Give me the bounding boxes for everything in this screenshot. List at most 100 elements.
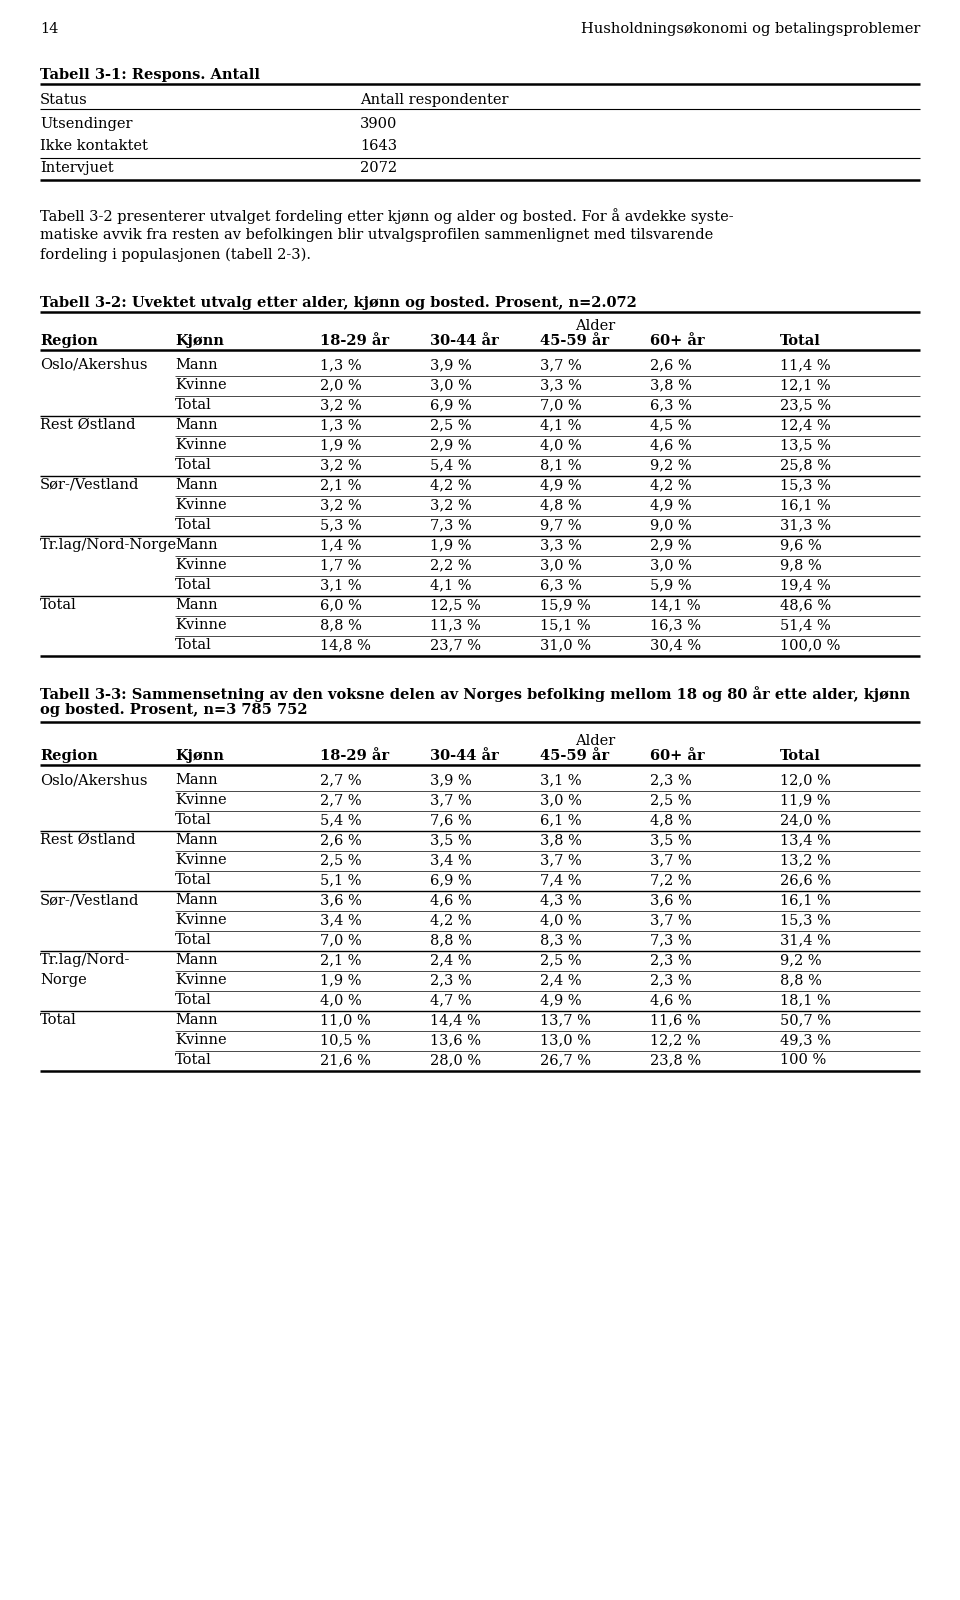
Text: Mann: Mann — [175, 598, 218, 611]
Text: Mann: Mann — [175, 358, 218, 371]
Text: 4,0 %: 4,0 % — [540, 438, 582, 451]
Text: Kvinne: Kvinne — [175, 498, 227, 512]
Text: 12,1 %: 12,1 % — [780, 378, 830, 392]
Text: 2,3 %: 2,3 % — [650, 973, 692, 987]
Text: 1,9 %: 1,9 % — [430, 538, 471, 552]
Text: Total: Total — [175, 813, 212, 827]
Text: 2072: 2072 — [360, 162, 397, 174]
Text: 18,1 %: 18,1 % — [780, 994, 830, 1006]
Text: 100,0 %: 100,0 % — [780, 638, 840, 653]
Text: 3,7 %: 3,7 % — [540, 853, 582, 867]
Text: 4,6 %: 4,6 % — [430, 893, 471, 907]
Text: 51,4 %: 51,4 % — [780, 618, 830, 632]
Text: Kvinne: Kvinne — [175, 558, 227, 573]
Text: Rest Østland: Rest Østland — [40, 834, 135, 846]
Text: 4,2 %: 4,2 % — [430, 478, 471, 493]
Text: 23,8 %: 23,8 % — [650, 1053, 701, 1067]
Text: 6,9 %: 6,9 % — [430, 398, 471, 411]
Text: 3,1 %: 3,1 % — [320, 578, 362, 592]
Text: 4,6 %: 4,6 % — [650, 994, 692, 1006]
Text: 4,1 %: 4,1 % — [430, 578, 471, 592]
Text: 49,3 %: 49,3 % — [780, 1034, 831, 1046]
Text: 18-29 år: 18-29 år — [320, 749, 389, 763]
Text: Status: Status — [40, 93, 87, 107]
Text: Region: Region — [40, 749, 98, 763]
Text: 24,0 %: 24,0 % — [780, 813, 831, 827]
Text: 3,2 %: 3,2 % — [430, 498, 471, 512]
Text: 3,6 %: 3,6 % — [320, 893, 362, 907]
Text: 3,2 %: 3,2 % — [320, 398, 362, 411]
Text: 23,7 %: 23,7 % — [430, 638, 481, 653]
Text: 2,3 %: 2,3 % — [650, 954, 692, 966]
Text: 13,7 %: 13,7 % — [540, 1013, 590, 1027]
Text: 15,3 %: 15,3 % — [780, 478, 830, 493]
Text: 4,9 %: 4,9 % — [650, 498, 691, 512]
Text: 16,3 %: 16,3 % — [650, 618, 701, 632]
Text: 2,7 %: 2,7 % — [320, 794, 362, 806]
Text: 50,7 %: 50,7 % — [780, 1013, 831, 1027]
Text: 6,9 %: 6,9 % — [430, 874, 471, 886]
Text: 1,3 %: 1,3 % — [320, 418, 362, 432]
Text: 3,5 %: 3,5 % — [650, 834, 692, 846]
Text: Alder: Alder — [575, 734, 615, 749]
Text: 1,7 %: 1,7 % — [320, 558, 362, 573]
Text: 8,8 %: 8,8 % — [780, 973, 822, 987]
Text: 2,6 %: 2,6 % — [650, 358, 692, 371]
Text: Total: Total — [40, 1013, 77, 1027]
Text: Kvinne: Kvinne — [175, 438, 227, 451]
Text: 19,4 %: 19,4 % — [780, 578, 830, 592]
Text: Kvinne: Kvinne — [175, 794, 227, 806]
Text: Mann: Mann — [175, 954, 218, 966]
Text: 7,4 %: 7,4 % — [540, 874, 582, 886]
Text: 100 %: 100 % — [780, 1053, 827, 1067]
Text: 5,3 %: 5,3 % — [320, 518, 362, 531]
Text: 25,8 %: 25,8 % — [780, 458, 831, 472]
Text: Total: Total — [175, 994, 212, 1006]
Text: Rest Østland: Rest Østland — [40, 418, 135, 432]
Text: Intervjuet: Intervjuet — [40, 162, 113, 174]
Text: 14: 14 — [40, 22, 59, 35]
Text: Sør-/Vestland: Sør-/Vestland — [40, 893, 139, 907]
Text: 3,7 %: 3,7 % — [540, 358, 582, 371]
Text: 13,5 %: 13,5 % — [780, 438, 830, 451]
Text: 2,2 %: 2,2 % — [430, 558, 471, 573]
Text: 1,9 %: 1,9 % — [320, 438, 362, 451]
Text: 4,8 %: 4,8 % — [650, 813, 692, 827]
Text: 5,1 %: 5,1 % — [320, 874, 362, 886]
Text: 3,1 %: 3,1 % — [540, 773, 582, 787]
Text: 3,3 %: 3,3 % — [540, 538, 582, 552]
Text: 2,4 %: 2,4 % — [430, 954, 471, 966]
Text: Oslo/Akershus: Oslo/Akershus — [40, 773, 148, 787]
Text: 3,5 %: 3,5 % — [430, 834, 471, 846]
Text: 1,9 %: 1,9 % — [320, 973, 362, 987]
Text: 31,4 %: 31,4 % — [780, 933, 830, 947]
Text: 60+ år: 60+ år — [650, 749, 705, 763]
Text: 2,3 %: 2,3 % — [650, 773, 692, 787]
Text: 4,2 %: 4,2 % — [430, 914, 471, 926]
Text: Total: Total — [175, 458, 212, 472]
Text: 2,6 %: 2,6 % — [320, 834, 362, 846]
Text: 11,9 %: 11,9 % — [780, 794, 830, 806]
Text: 3,0 %: 3,0 % — [540, 558, 582, 573]
Text: 1643: 1643 — [360, 139, 397, 154]
Text: Mann: Mann — [175, 893, 218, 907]
Text: 8,8 %: 8,8 % — [430, 933, 472, 947]
Text: 30-44 år: 30-44 år — [430, 334, 499, 349]
Text: 3,9 %: 3,9 % — [430, 358, 471, 371]
Text: Tr.lag/Nord-Norge: Tr.lag/Nord-Norge — [40, 538, 178, 552]
Text: Kjønn: Kjønn — [175, 749, 224, 763]
Text: 28,0 %: 28,0 % — [430, 1053, 481, 1067]
Text: Tabell 3-2 presenterer utvalget fordeling etter kjønn og alder og bosted. For å : Tabell 3-2 presenterer utvalget fordelin… — [40, 208, 733, 224]
Text: 9,2 %: 9,2 % — [780, 954, 822, 966]
Text: 12,0 %: 12,0 % — [780, 773, 830, 787]
Text: 48,6 %: 48,6 % — [780, 598, 831, 611]
Text: 4,0 %: 4,0 % — [320, 994, 362, 1006]
Text: Mann: Mann — [175, 773, 218, 787]
Text: 7,2 %: 7,2 % — [650, 874, 691, 886]
Text: 9,8 %: 9,8 % — [780, 558, 822, 573]
Text: 31,3 %: 31,3 % — [780, 518, 831, 531]
Text: og bosted. Prosent, n=3 785 752: og bosted. Prosent, n=3 785 752 — [40, 702, 307, 717]
Text: Alder: Alder — [575, 318, 615, 333]
Text: Kvinne: Kvinne — [175, 378, 227, 392]
Text: 5,4 %: 5,4 % — [430, 458, 471, 472]
